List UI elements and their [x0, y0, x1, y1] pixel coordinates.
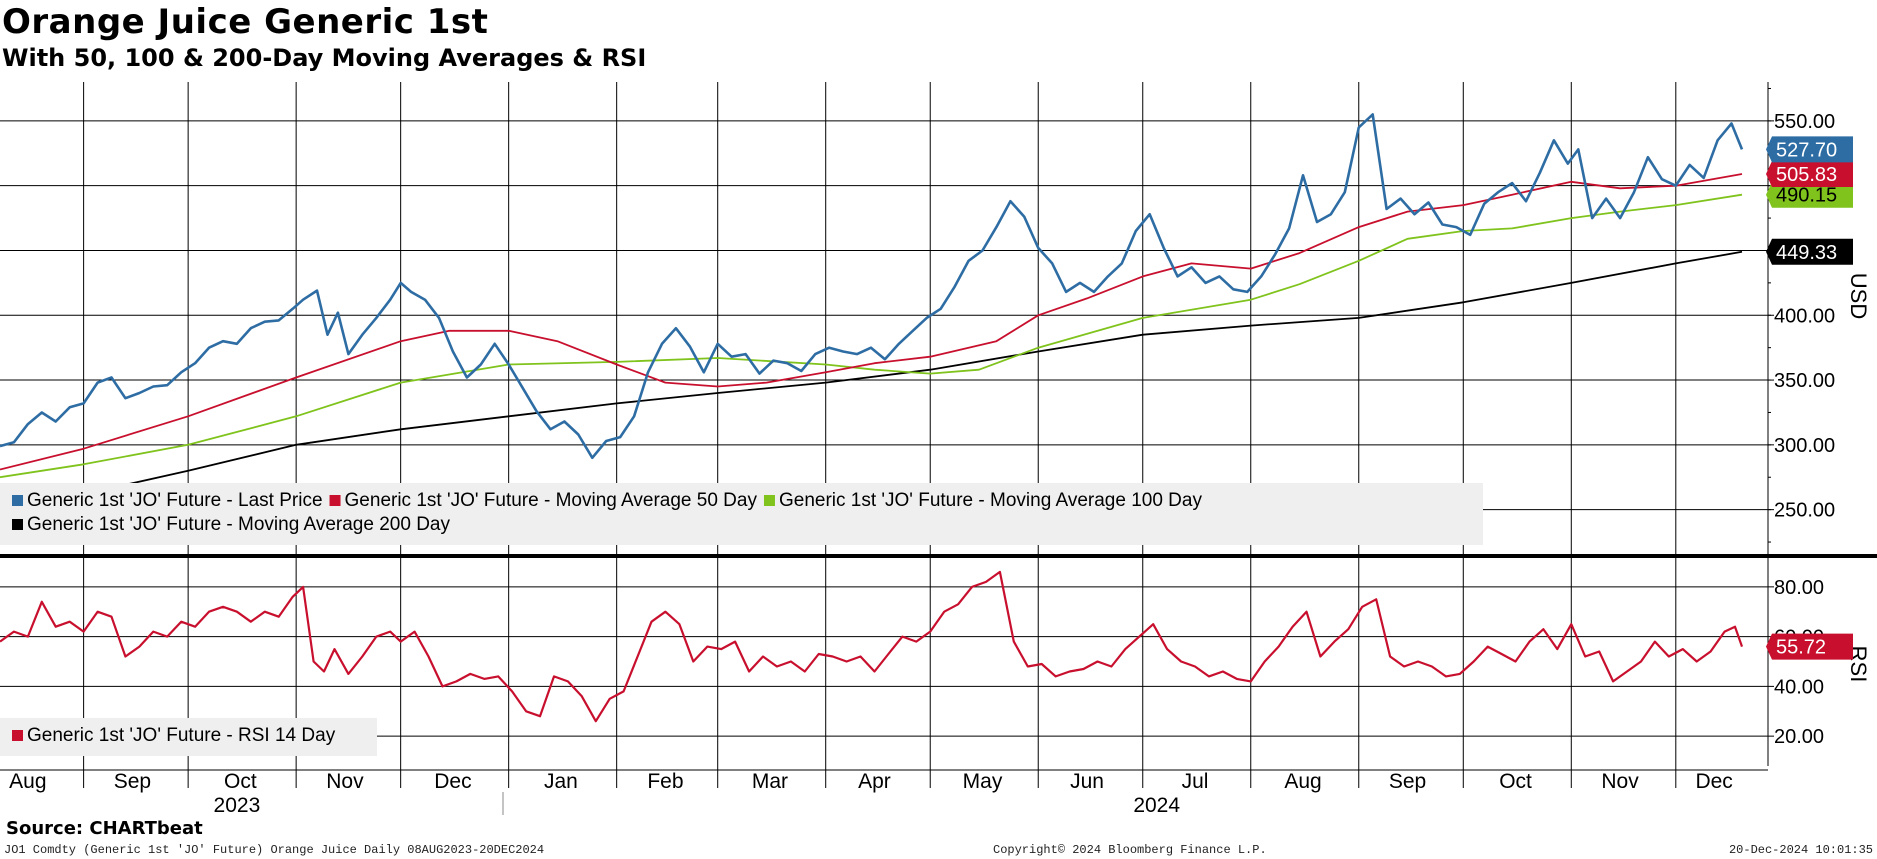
- rsi-legend-entry: Generic 1st 'JO' Future - RSI 14 Day: [27, 725, 336, 746]
- price-axis-title: USD: [1846, 273, 1871, 319]
- ma100-tag: [1766, 181, 1853, 208]
- footer-timestamp: 20-Dec-2024 10:01:35: [1728, 843, 1873, 857]
- price-legend-entry: Generic 1st 'JO' Future - Last Price: [27, 490, 323, 511]
- price-tick-label: 350.00: [1774, 370, 1835, 392]
- price-tick-label: 250.00: [1774, 500, 1835, 522]
- month-label: Nov: [1601, 770, 1639, 793]
- month-label: May: [963, 770, 1003, 793]
- month-label: Aug: [1284, 770, 1321, 793]
- month-label: Oct: [224, 770, 257, 793]
- last-price-tag-label: 527.70: [1776, 139, 1837, 161]
- price-legend-entry: Generic 1st 'JO' Future - Moving Average…: [779, 490, 1202, 511]
- rsi-line: [0, 570, 1744, 723]
- ma200-line: [0, 250, 1743, 514]
- price-tick-label: 550.00: [1774, 111, 1835, 133]
- price-legend-swatch: [329, 495, 341, 506]
- month-label: Sep: [114, 770, 151, 793]
- ma50-line: [0, 173, 1743, 471]
- ma200-tag: [1766, 238, 1853, 265]
- price-tick-label: 400.00: [1774, 305, 1835, 327]
- rsi-tick-label: 80.00: [1774, 577, 1824, 599]
- price-tick-label: 300.00: [1774, 435, 1835, 457]
- ma50-tag: [1766, 161, 1853, 188]
- rsi-legend-swatch: [12, 730, 23, 741]
- month-label: Mar: [752, 770, 788, 793]
- chart-title: Orange Juice Generic 1st: [2, 2, 489, 42]
- month-label: Sep: [1389, 770, 1426, 793]
- ma200-tag-label: 449.33: [1776, 242, 1837, 264]
- rsi-legend-box: [0, 718, 377, 756]
- price-legend-entry: Generic 1st 'JO' Future - Moving Average…: [345, 490, 758, 511]
- month-label: Jan: [544, 770, 578, 793]
- month-label: Jul: [1182, 770, 1209, 793]
- price-legend-box: [0, 483, 1483, 545]
- month-label: Jun: [1070, 770, 1104, 793]
- price-legend-swatch: [12, 495, 23, 506]
- price-legend-entry: Generic 1st 'JO' Future - Moving Average…: [27, 514, 450, 535]
- month-label: Dec: [434, 770, 471, 793]
- month-label: Apr: [858, 770, 891, 793]
- rsi-tick-label: 40.00: [1774, 676, 1824, 698]
- footer-ticker: JO1 Comdty (Generic 1st 'JO' Future) Ora…: [4, 843, 545, 857]
- month-label: Oct: [1499, 770, 1532, 793]
- source-note: Source: CHARTbeat: [6, 818, 203, 839]
- chart-subtitle: With 50, 100 & 200-Day Moving Averages &…: [2, 44, 647, 72]
- last-price-line: [0, 113, 1744, 460]
- ma100-tag-label: 490.15: [1776, 185, 1837, 207]
- ma100-line: [0, 193, 1743, 479]
- price-legend-swatch: [12, 519, 23, 530]
- price-legend-swatch: [763, 495, 775, 506]
- last-price-tag: [1766, 136, 1853, 163]
- rsi-tag: [1766, 633, 1853, 660]
- month-label: Aug: [9, 770, 46, 793]
- year-label: 2023: [214, 794, 261, 817]
- ma50-tag-label: 505.83: [1776, 164, 1837, 186]
- month-label: Dec: [1695, 770, 1732, 793]
- rsi-tag-label: 55.72: [1776, 637, 1826, 659]
- rsi-tick-label: 20.00: [1774, 726, 1824, 748]
- year-label: 2024: [1133, 794, 1180, 817]
- month-label: Feb: [647, 770, 683, 793]
- month-label: Nov: [326, 770, 364, 793]
- footer-copyright: Copyright© 2024 Bloomberg Finance L.P.: [993, 843, 1267, 857]
